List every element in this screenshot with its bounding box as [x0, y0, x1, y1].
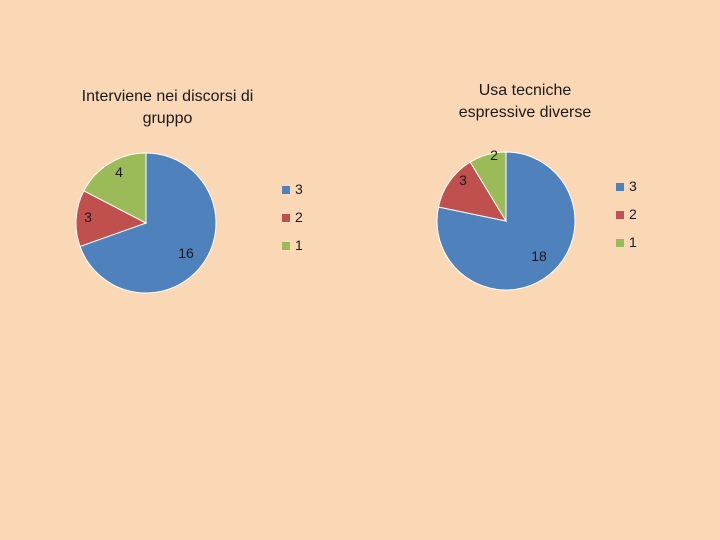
pie-slice-2 [75, 190, 148, 248]
pie-slice-1 [83, 152, 147, 224]
legend-swatch [616, 239, 624, 247]
legend-label: 2 [629, 206, 637, 222]
legend-label: 2 [295, 209, 303, 225]
pie-slice-1 [469, 151, 507, 223]
legend-swatch [616, 183, 624, 191]
pie-slice-2 [437, 161, 508, 222]
data-label: 16 [178, 245, 194, 261]
data-label: 4 [115, 164, 123, 180]
legend-label: 3 [295, 181, 303, 197]
data-label: 18 [531, 248, 547, 264]
chart-title-left: Interviene nei discorsi di gruppo [81, 88, 254, 127]
data-label: 3 [84, 209, 92, 225]
legend-swatch [282, 242, 290, 250]
chart-title-right: Usa tecniche espressive diverse [458, 82, 592, 121]
legend-swatch [616, 211, 624, 219]
data-label: 3 [459, 172, 467, 188]
legend-swatch [282, 186, 290, 194]
pie-chart-left: 16 3 4 3 2 1 [75, 152, 303, 294]
pie-slice-3 [79, 152, 217, 294]
legend-label: 1 [629, 234, 637, 250]
data-label: 2 [490, 147, 498, 163]
legend-swatch [282, 214, 290, 222]
legend-label: 1 [295, 237, 303, 253]
legend-label: 3 [629, 178, 637, 194]
pie-chart-right: 18 3 2 3 2 1 [436, 147, 637, 291]
